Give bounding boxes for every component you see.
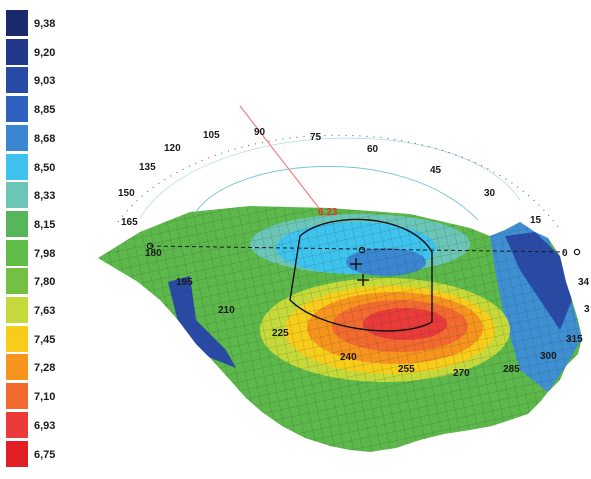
legend-label: 6,93: [34, 419, 56, 432]
legend-label: 7,10: [34, 391, 56, 404]
legend-swatch: [6, 411, 28, 438]
deg-195: 195: [176, 277, 193, 288]
legend-label: 7,98: [34, 247, 56, 260]
deg-15: 15: [530, 215, 542, 226]
legend-label: 7,45: [34, 333, 56, 346]
deg-105: 105: [203, 130, 220, 141]
deg-225: 225: [272, 328, 289, 339]
deg-210: 210: [218, 305, 235, 316]
deg-180: 180: [145, 248, 162, 259]
deg-300: 300: [540, 351, 557, 362]
deg-270: 270: [453, 368, 470, 379]
deg-30: 30: [484, 188, 496, 199]
legend-swatch: [6, 383, 28, 410]
deg-45: 45: [430, 165, 442, 176]
legend-swatch: [6, 124, 28, 151]
deg-90: 90: [254, 127, 266, 138]
legend-label: 8,85: [34, 104, 56, 117]
color-scale-legend: 9,38 9,20 9,03 8,85 8,68 8,50 8,33 8,15 7,98 7,80…: [0, 0, 80, 479]
degree-ring: 120 105 90 75 60 45 30 15 0 135 150 165 …: [118, 127, 568, 259]
deg-34: 34: [578, 277, 590, 288]
legend-label: 8,50: [34, 161, 56, 174]
apex-value: 6.23: [318, 207, 338, 218]
deg-315: 315: [566, 334, 583, 345]
legend-swatch: [6, 182, 28, 209]
legend-swatch: [6, 239, 28, 266]
legend-label: 9,03: [34, 75, 56, 88]
legend-label: 7,63: [34, 305, 56, 317]
deg-120: 120: [164, 143, 181, 154]
legend-swatch: [6, 153, 28, 180]
legend-label: 8,15: [34, 218, 56, 231]
legend-label: 9,38: [34, 18, 56, 30]
deg-285: 285: [503, 364, 520, 375]
legend-swatch: [6, 354, 28, 381]
legend-swatch: [6, 38, 28, 65]
legend-label: 6,75: [34, 448, 56, 461]
legend-label: 7,28: [34, 362, 56, 375]
legend-swatch: [6, 268, 28, 295]
legend-swatch: [6, 67, 28, 94]
legend-label: 8,33: [34, 190, 56, 203]
legend-label: 8,68: [34, 132, 56, 145]
deg-165: 165: [121, 217, 138, 228]
deg-60: 60: [367, 144, 379, 155]
legend-swatch: [6, 96, 28, 123]
surface-labels: 195 210 225 240 255 270 285 300 315 34 3: [176, 277, 590, 379]
legend-swatch: [6, 297, 28, 323]
legend-swatch: [6, 10, 28, 36]
deg-135: 135: [139, 162, 156, 173]
deg-150: 150: [118, 188, 135, 199]
deg-0: 0: [562, 248, 568, 259]
legend-label: 9,20: [34, 46, 56, 59]
legend-label: 7,80: [34, 276, 56, 289]
deg-240: 240: [340, 352, 357, 363]
legend-swatch: [6, 210, 28, 237]
legend-swatch: [6, 440, 28, 467]
deg-255: 255: [398, 364, 415, 375]
deg-75: 75: [310, 132, 322, 143]
legend-swatch: [6, 325, 28, 352]
deg-3: 3: [584, 304, 590, 315]
